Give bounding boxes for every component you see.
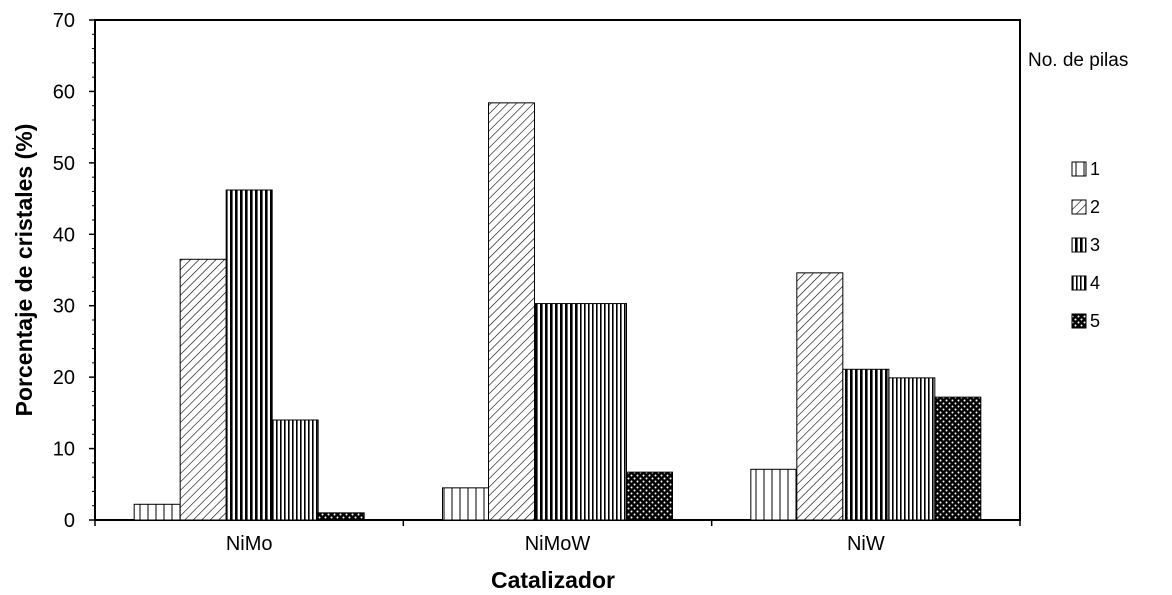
- x-axis-title: Catalizador: [491, 567, 615, 593]
- bar-NiMo-series-4: [271, 419, 319, 521]
- y-tick-label: 10: [53, 439, 75, 461]
- bar-NiMo-series-1: [133, 503, 181, 521]
- legend-label-3: 3: [1090, 235, 1100, 255]
- y-tick-label: 50: [53, 153, 75, 175]
- bars: [133, 102, 982, 521]
- y-axis: 0 10 20 30 40 50 60 70: [53, 10, 95, 532]
- bar-NiMoW-series-2: [488, 102, 535, 521]
- legend-swatch-3: [1071, 237, 1087, 253]
- legend-label-4: 4: [1090, 273, 1100, 293]
- y-tick-label: 20: [53, 367, 75, 389]
- legend-swatch-4: [1071, 275, 1087, 291]
- legend-label-2: 2: [1090, 197, 1100, 217]
- y-tick-label: 30: [53, 296, 75, 318]
- legend-title: No. de pilas: [1028, 50, 1128, 71]
- legend-label-5: 5: [1090, 311, 1100, 331]
- legend-swatch-2: [1071, 199, 1087, 215]
- bar-NiW-series-3: [842, 368, 890, 521]
- legend-swatch-5: [1071, 313, 1087, 329]
- bar-NiMo-series-3: [225, 189, 273, 521]
- bar-NiW-series-2: [796, 272, 844, 521]
- bar-NiMo-series-5: [317, 512, 365, 521]
- y-tick-label: 60: [53, 81, 75, 103]
- bar-NiMoW-series-1: [442, 487, 489, 521]
- y-axis-title: Porcentaje de cristales (%): [11, 124, 37, 417]
- bar-NiMoW-series-4: [580, 303, 627, 521]
- y-tick-label: 70: [53, 10, 75, 32]
- y-tick-label: 0: [64, 510, 75, 532]
- legend-swatch-1: [1071, 161, 1087, 177]
- x-tick-label: NiMo: [226, 533, 273, 555]
- bar-NiMo-series-2: [179, 258, 227, 521]
- y-tick-label: 40: [53, 224, 75, 246]
- legend: No. de pilas 1 2 3 4 5: [1028, 50, 1128, 331]
- x-axis: NiMo NiMoW NiW: [94, 520, 1021, 555]
- x-tick-label: NiW: [847, 533, 885, 555]
- bar-NiW-series-1: [750, 468, 798, 521]
- bar-NiW-series-5: [934, 396, 982, 521]
- bar-NiW-series-4: [888, 377, 936, 521]
- bar-NiMoW-series-3: [534, 303, 581, 521]
- x-tick-label: NiMoW: [525, 533, 591, 555]
- bar-NiMoW-series-5: [626, 471, 673, 521]
- legend-label-1: 1: [1090, 159, 1100, 179]
